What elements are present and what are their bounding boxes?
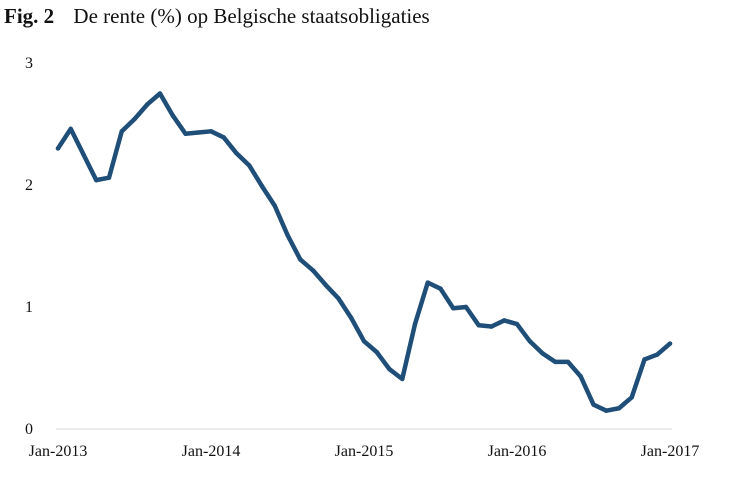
data-point (387, 367, 392, 372)
x-tick-label: Jan-2015 (335, 443, 394, 460)
data-point (425, 280, 430, 285)
data-point (655, 352, 660, 357)
data-point (68, 126, 73, 132)
data-point (527, 338, 532, 344)
data-point (272, 203, 277, 208)
data-point (463, 304, 469, 310)
data-point (540, 351, 545, 356)
data-point (298, 257, 303, 262)
data-point (629, 395, 634, 400)
data-point (157, 91, 163, 96)
data-point (374, 349, 379, 355)
figure-label: Fig. 2 (4, 4, 55, 28)
y-tick-label: 3 (25, 55, 33, 72)
data-point (642, 357, 647, 362)
data-point (208, 129, 214, 134)
x-tick-label: Jan-2013 (29, 443, 88, 460)
data-point (476, 323, 481, 328)
x-tick-label: Jan-2014 (182, 443, 241, 460)
data-point (221, 135, 226, 140)
data-point (81, 152, 86, 157)
data-point (259, 184, 265, 189)
data-point (349, 315, 354, 321)
data-point (170, 113, 175, 118)
x-axis-tick-labels: Jan-2013 Jan-2014 Jan-2015 Jan-2016 Jan-2017 (29, 443, 700, 460)
data-point (247, 163, 252, 168)
data-point (285, 232, 290, 238)
y-axis-tick-labels: 0 1 2 3 (25, 55, 33, 438)
data-point (145, 102, 150, 107)
data-point (336, 296, 341, 301)
data-point (451, 306, 456, 311)
data-point (234, 151, 239, 156)
data-point (578, 374, 583, 379)
figure-caption: De rente (%) op Belgische staatsobligati… (73, 4, 430, 28)
y-tick-label: 1 (25, 299, 33, 316)
data-point (94, 177, 99, 183)
y-tick-label: 2 (25, 177, 33, 194)
data-point (565, 359, 571, 365)
data-point (361, 338, 367, 344)
data-point (310, 268, 316, 273)
data-point (616, 406, 622, 411)
data-point (132, 116, 137, 122)
data-point (196, 130, 201, 135)
data-point (489, 324, 494, 329)
data-point (591, 402, 596, 407)
data-point (183, 131, 188, 136)
data-point (106, 175, 112, 180)
data-point (604, 408, 609, 413)
x-tick-label: Jan-2016 (488, 443, 547, 460)
y-tick-label: 0 (25, 421, 33, 438)
x-tick-label: Jan-2017 (641, 443, 700, 460)
data-point (667, 341, 673, 346)
data-point (553, 359, 558, 365)
data-point (438, 286, 443, 291)
data-point (412, 321, 418, 327)
data-point (514, 321, 520, 327)
data-point (502, 318, 507, 323)
data-point (119, 129, 124, 134)
data-point (323, 282, 328, 288)
series-line (55, 91, 673, 413)
figure-title: Fig. 2 De rente (%) op Belgische staatso… (4, 4, 430, 29)
data-point (400, 376, 405, 382)
data-point (55, 146, 61, 151)
plot-area (55, 91, 673, 413)
